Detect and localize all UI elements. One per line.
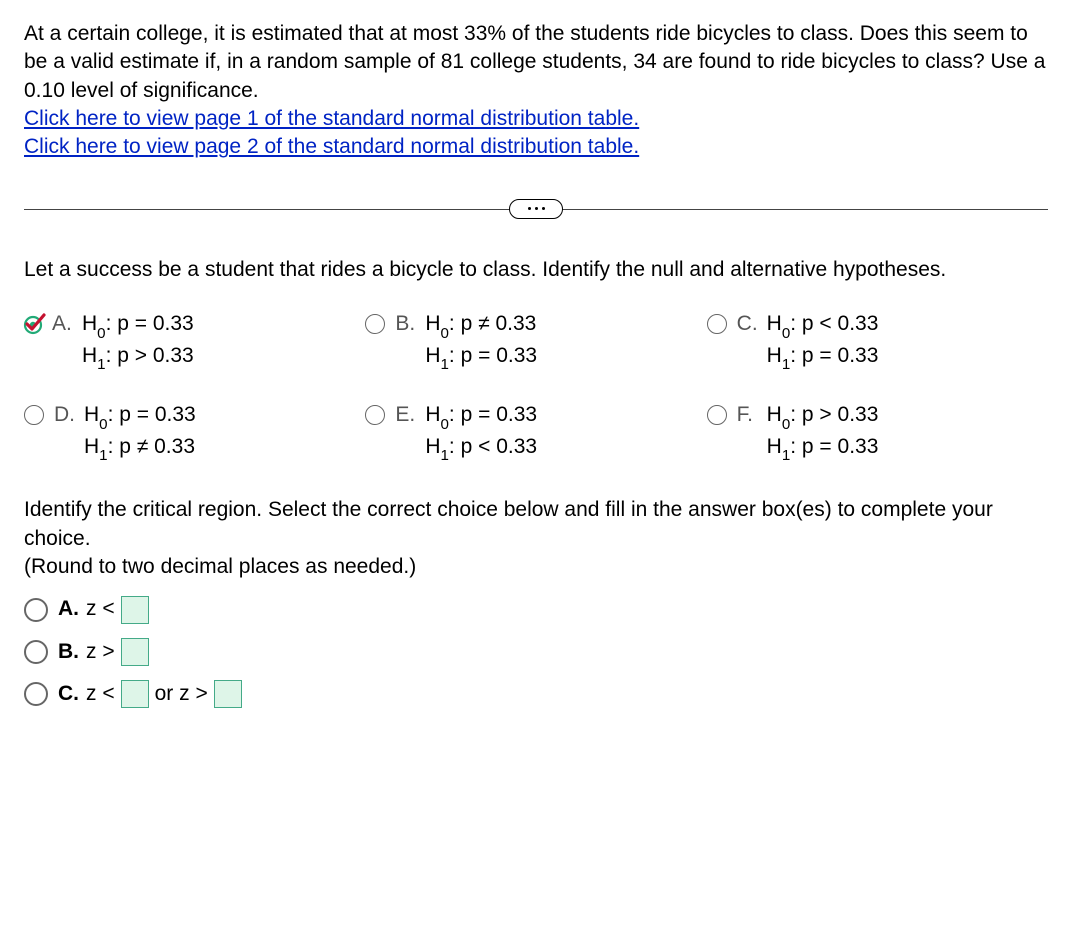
option-A-label: A.: [52, 310, 82, 338]
critical-option-C[interactable]: C. z < or z >: [24, 680, 1048, 708]
crit-A-label: A.: [58, 595, 86, 623]
link-table-page-2[interactable]: Click here to view page 2 of the standar…: [24, 135, 639, 158]
option-F-h1: H1: p = 0.33: [767, 433, 879, 465]
hypothesis-options: A. H0: p = 0.33 H1: p > 0.33 B. H0: p ≠ …: [24, 310, 1048, 464]
crit-C-label: C.: [58, 680, 86, 708]
question-2-hint: (Round to two decimal places as needed.): [24, 553, 1048, 581]
option-D[interactable]: D. H0: p = 0.33 H1: p ≠ 0.33: [24, 401, 365, 464]
option-B[interactable]: B. H0: p ≠ 0.33 H1: p = 0.33: [365, 310, 706, 373]
radio-E[interactable]: [365, 405, 385, 425]
option-C-h0: H0: p < 0.33: [767, 310, 879, 342]
expand-pill[interactable]: [509, 199, 563, 219]
option-E-label: E.: [395, 401, 425, 429]
option-C-h1: H1: p = 0.33: [767, 342, 879, 374]
radio-A[interactable]: [24, 314, 42, 332]
crit-A-input[interactable]: [121, 596, 149, 624]
crit-C-mid: or z >: [155, 680, 208, 708]
critical-option-B[interactable]: B. z >: [24, 638, 1048, 666]
radio-B[interactable]: [365, 314, 385, 334]
crit-A-expr: z <: [86, 595, 115, 623]
link-table-page-1[interactable]: Click here to view page 1 of the standar…: [24, 107, 639, 130]
option-D-label: D.: [54, 401, 84, 429]
option-D-h1: H1: p ≠ 0.33: [84, 433, 196, 465]
option-B-label: B.: [395, 310, 425, 338]
option-F-h0: H0: p > 0.33: [767, 401, 879, 433]
option-C-label: C.: [737, 310, 767, 338]
radio-F[interactable]: [707, 405, 727, 425]
option-F-label: F.: [737, 401, 767, 429]
radio-D[interactable]: [24, 405, 44, 425]
crit-C-input-2[interactable]: [214, 680, 242, 708]
crit-C-expr-left: z <: [86, 680, 115, 708]
critical-region-options: A. z < B. z > C. z < or z >: [24, 595, 1048, 708]
crit-B-expr: z >: [86, 638, 115, 666]
section-divider: [24, 198, 1048, 220]
option-D-h0: H0: p = 0.33: [84, 401, 196, 433]
radio-crit-B[interactable]: [24, 640, 48, 664]
option-F[interactable]: F. H0: p > 0.33 H1: p = 0.33: [707, 401, 1048, 464]
problem-statement: At a certain college, it is estimated th…: [24, 20, 1048, 162]
option-A[interactable]: A. H0: p = 0.33 H1: p > 0.33: [24, 310, 365, 373]
option-E-h0: H0: p = 0.33: [425, 401, 537, 433]
check-icon: [22, 312, 46, 336]
option-B-h1: H1: p = 0.33: [425, 342, 537, 374]
option-A-h0: H0: p = 0.33: [82, 310, 194, 342]
option-E[interactable]: E. H0: p = 0.33 H1: p < 0.33: [365, 401, 706, 464]
critical-option-A[interactable]: A. z <: [24, 595, 1048, 623]
crit-C-input-1[interactable]: [121, 680, 149, 708]
crit-B-label: B.: [58, 638, 86, 666]
problem-text: At a certain college, it is estimated th…: [24, 22, 1045, 102]
radio-crit-A[interactable]: [24, 598, 48, 622]
radio-C[interactable]: [707, 314, 727, 334]
question-2-prompt: Identify the critical region. Select the…: [24, 496, 1048, 553]
crit-B-input[interactable]: [121, 638, 149, 666]
option-A-h1: H1: p > 0.33: [82, 342, 194, 374]
option-E-h1: H1: p < 0.33: [425, 433, 537, 465]
option-B-h0: H0: p ≠ 0.33: [425, 310, 537, 342]
question-1-prompt: Let a success be a student that rides a …: [24, 256, 1048, 284]
option-C[interactable]: C. H0: p < 0.33 H1: p = 0.33: [707, 310, 1048, 373]
radio-crit-C[interactable]: [24, 682, 48, 706]
